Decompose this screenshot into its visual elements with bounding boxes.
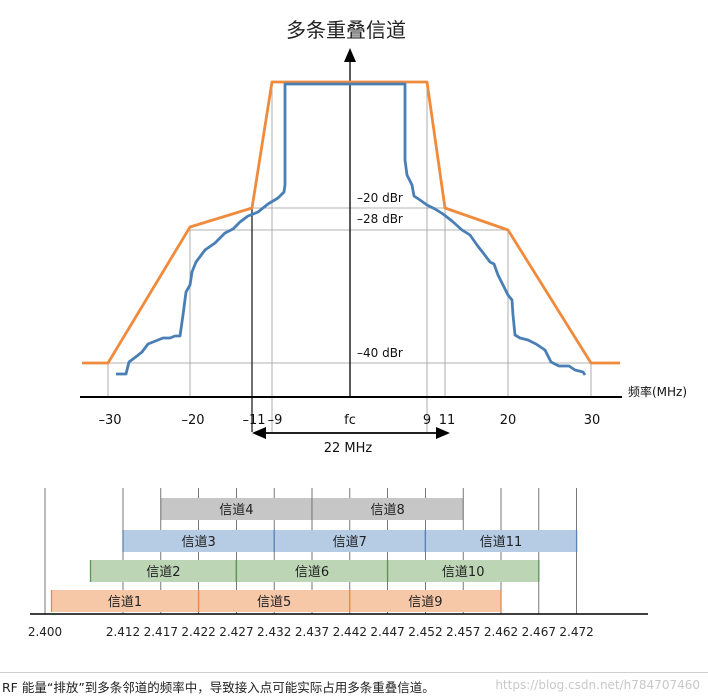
dbr-label-28: –28 dBr	[357, 212, 403, 226]
frequency-tick-labels: –30 –20 –11 –9 fc 9 11 20 30	[98, 413, 600, 428]
figure-caption: RF 能量“排放”到多条邻道的频率中，导致接入点可能实际占用多条重叠信道。 ht…	[0, 672, 708, 700]
channel-bar-label: 信道10	[442, 565, 485, 580]
channel-tick-label: 2.400	[28, 625, 62, 639]
channel-tick-label: 2.457	[446, 625, 480, 639]
channel-bar	[51, 590, 199, 612]
bandwidth-arrow-left	[252, 427, 266, 439]
channel-bar	[160, 498, 312, 520]
channel-tick-label: 2.452	[408, 625, 442, 639]
channel-tick-label: 2.447	[370, 625, 404, 639]
frequency-axis-label: 频率(MHz)	[628, 384, 687, 399]
channel-bar	[312, 498, 464, 520]
caption-text: RF 能量“排放”到多条邻道的频率中，导致接入点可能实际占用多条重叠信道。	[2, 680, 435, 695]
dbr-label-40: –40 dBr	[357, 346, 403, 360]
channel-tick-label: 2.462	[484, 625, 518, 639]
channel-tick-label: 2.412	[106, 625, 140, 639]
channel-bar-label: 信道2	[146, 565, 180, 580]
tick-label-fc: fc	[344, 413, 356, 428]
channel-bar	[274, 530, 426, 552]
channel-bar	[123, 530, 275, 552]
diagram-title: 多条重叠信道	[286, 18, 406, 42]
channel-bar-label: 信道5	[257, 595, 291, 610]
channel-tick-label: 2.427	[219, 625, 253, 639]
channel-tick-label: 2.467	[522, 625, 556, 639]
watermark-text: https://blog.csdn.net/h784707460	[495, 678, 700, 692]
tick-label-m20: –20	[181, 413, 204, 428]
channel-tick-label: 2.417	[144, 625, 178, 639]
channel-bar-label: 信道3	[181, 535, 215, 550]
channel-bar	[349, 590, 501, 612]
channel-bar-label: 信道6	[295, 565, 329, 580]
channel-tick-label: 2.442	[333, 625, 367, 639]
channel-bar	[387, 560, 539, 582]
channel-tick-label: 2.422	[181, 625, 215, 639]
dbr-label-20: –20 dBr	[357, 191, 403, 205]
channel-tick-label: 2.432	[257, 625, 291, 639]
channel-tick-label: 2.472	[559, 625, 593, 639]
tick-label-m9: –9	[268, 413, 283, 428]
spectral-mask-panel: 多条重叠信道 –20 dBr –28 dBr –40 dBr 频率(MHz)	[80, 18, 687, 456]
channel-bar-label: 信道1	[108, 595, 142, 610]
channel-bars: 信道4 信道8 信道3 信道7 信道11 信道2 信道6 信道10 信道1 信道5 信道9	[50, 498, 578, 612]
tick-label-m30: –30	[98, 413, 121, 428]
measured-spectrum-line	[116, 82, 587, 376]
guide-lines	[82, 82, 620, 432]
tick-label-20: 20	[500, 413, 517, 428]
channel-bar	[90, 560, 237, 582]
channel-bar-label: 信道9	[408, 595, 442, 610]
tick-label-11: 11	[439, 413, 456, 428]
channel-allocation-panel: 信道4 信道8 信道3 信道7 信道11 信道2 信道6 信道10 信道1 信道5 信道9 2.40…	[28, 488, 648, 639]
tick-label-m11: –11	[242, 413, 265, 428]
channel-bar-label: 信道4	[219, 503, 253, 518]
axis-arrow-up	[344, 48, 356, 62]
channel-bar	[198, 590, 350, 612]
spectral-mask-line	[82, 80, 620, 365]
tick-label-30: 30	[584, 413, 601, 428]
channel-bar-label: 信道11	[480, 535, 523, 550]
channel-bar	[236, 560, 388, 582]
tick-label-9: 9	[423, 413, 431, 428]
bandwidth-arrow-right	[436, 427, 450, 439]
channel-bar	[425, 530, 577, 552]
channel-bar-label: 信道8	[370, 503, 404, 518]
channel-tick-labels: 2.400 2.412 2.417 2.422 2.427 2.432 2.437 2.442…	[28, 625, 594, 639]
channel-bar-label: 信道7	[333, 535, 367, 550]
channel-tick-label: 2.437	[295, 625, 329, 639]
bandwidth-label: 22 MHz	[324, 441, 373, 456]
